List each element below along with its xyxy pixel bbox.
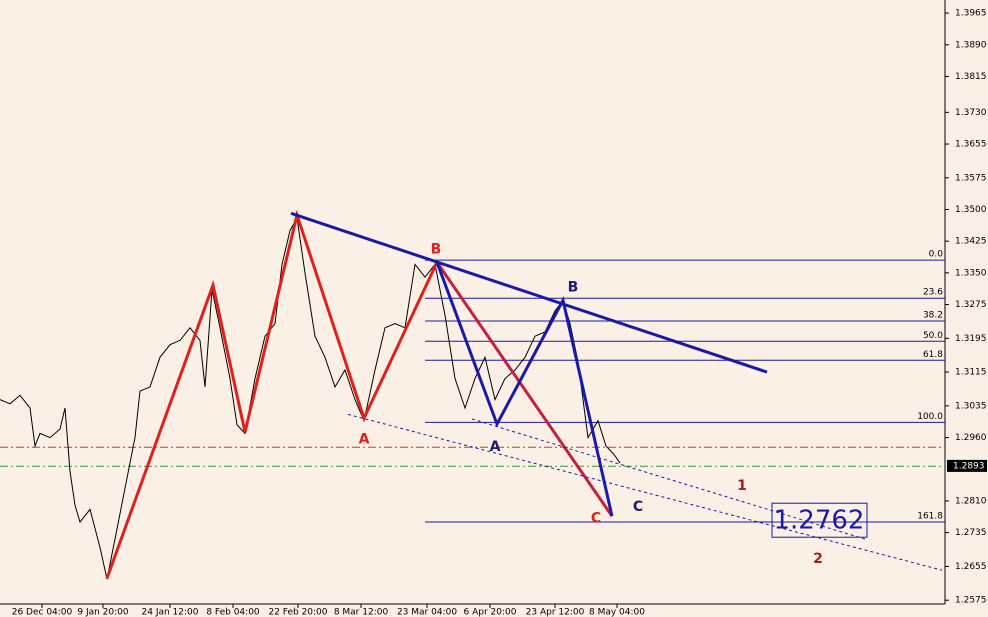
- wave-label: B: [568, 280, 579, 296]
- wave-line: [290, 211, 768, 374]
- x-tick-label: 23 Apr 12:00: [526, 608, 585, 617]
- wave-label: 2: [813, 551, 823, 567]
- y-tick-label: 1.2960: [955, 433, 987, 443]
- x-tick-label: 26 Dec 04:00: [12, 608, 73, 617]
- target-label: 1.2762: [774, 506, 865, 536]
- channel-line: [471, 418, 867, 540]
- wave-label: 1: [737, 478, 747, 494]
- wave-line: [435, 261, 614, 517]
- x-tick-label: 9 Jan 20:00: [77, 608, 129, 617]
- wave-label: C: [591, 511, 601, 527]
- current-price-label: 1.2893: [953, 461, 985, 471]
- fib-label: 61.8: [923, 350, 943, 360]
- y-tick-label: 1.3655: [955, 140, 987, 150]
- y-tick-label: 1.3730: [955, 108, 987, 118]
- target-box: [771, 502, 868, 538]
- wave-label: C: [633, 499, 643, 515]
- y-tick-label: 1.3890: [955, 40, 987, 50]
- wave-label: B: [431, 242, 442, 258]
- y-tick-label: 1.3815: [955, 72, 987, 82]
- y-tick-label: 1.2575: [955, 596, 987, 606]
- y-tick-label: 1.2810: [955, 496, 987, 506]
- y-tick-label: 1.3500: [955, 205, 987, 215]
- x-tick-label: 8 May 04:00: [589, 608, 645, 617]
- x-tick-label: 8 Mar 12:00: [334, 608, 389, 617]
- wave-line: [435, 261, 614, 517]
- y-tick-label: 1.3965: [955, 9, 987, 19]
- y-tick-label: 1.3275: [955, 300, 987, 310]
- fib-label: 50.0: [923, 331, 943, 341]
- x-tick-label: 23 Mar 04:00: [397, 608, 457, 617]
- y-tick-label: 1.2735: [955, 528, 987, 538]
- y-tick-label: 1.3195: [955, 334, 987, 344]
- x-tick-label: 24 Jan 12:00: [142, 608, 199, 617]
- fib-label: 0.0: [929, 250, 944, 260]
- y-tick-label: 1.2655: [955, 562, 987, 572]
- fib-label: 38.2: [923, 311, 943, 321]
- x-tick-label: 22 Feb 20:00: [268, 608, 327, 617]
- channel-line: [347, 413, 943, 571]
- y-tick-label: 1.3115: [955, 368, 987, 378]
- wave-label: A: [490, 439, 501, 455]
- x-tick-label: 8 Feb 04:00: [206, 608, 260, 617]
- y-tick-label: 1.3350: [955, 268, 987, 278]
- y-tick-label: 1.3035: [955, 401, 987, 411]
- fib-label: 161.8: [917, 512, 943, 522]
- y-tick-label: 1.3575: [955, 173, 987, 183]
- fib-label: 23.6: [923, 288, 943, 298]
- wave-label: A: [359, 432, 370, 448]
- price-line: [0, 216, 621, 580]
- x-tick-label: 6 Apr 20:00: [464, 608, 517, 617]
- current-price-box: [947, 459, 987, 472]
- y-tick-label: 1.3425: [955, 237, 987, 247]
- fib-label: 100.0: [917, 412, 943, 422]
